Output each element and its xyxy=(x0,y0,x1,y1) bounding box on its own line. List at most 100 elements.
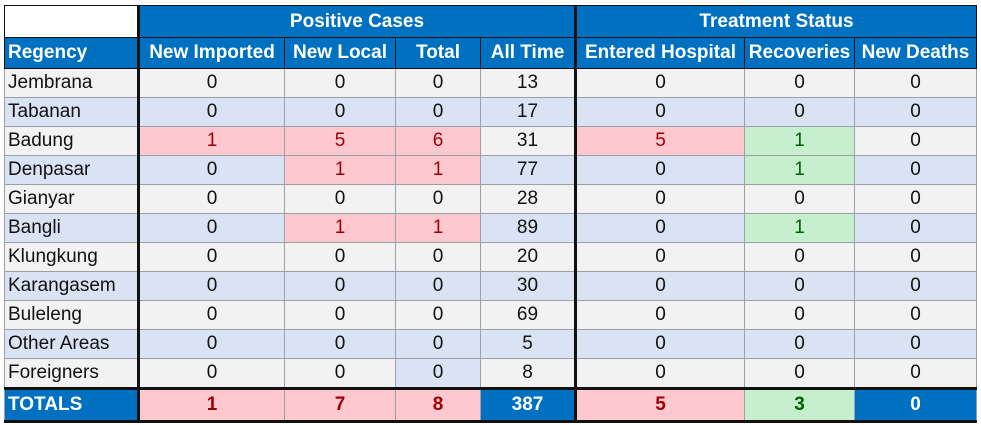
totals-label: TOTALS xyxy=(4,387,139,423)
recoveries-cell: 0 xyxy=(744,300,855,330)
recoveries-cell: 0 xyxy=(744,242,855,272)
all-time-cell: 8 xyxy=(480,358,576,389)
new-local-cell: 1 xyxy=(284,213,396,243)
new-imported-cell: 0 xyxy=(137,184,285,214)
new-imported-cell: 0 xyxy=(137,271,285,301)
new-local-cell: 5 xyxy=(284,126,396,156)
total-cell: 1 xyxy=(395,213,481,243)
group-header-treatment: Treatment Status xyxy=(574,5,977,38)
table-row: Klungkung 0 0 0 20 0 0 0 xyxy=(4,242,977,272)
all-time-cell: 28 xyxy=(480,184,576,214)
regency-cell: Foreigners xyxy=(4,358,139,389)
table-row: Karangasem 0 0 0 30 0 0 0 xyxy=(4,271,977,301)
new-deaths-cell: 0 xyxy=(854,68,977,98)
totals-row: TOTALS 1 7 8 387 5 3 0 xyxy=(4,387,977,423)
all-time-cell: 13 xyxy=(480,68,576,98)
all-time-cell: 5 xyxy=(480,329,576,359)
new-imported-cell: 0 xyxy=(137,300,285,330)
group-header-positive: Positive Cases xyxy=(137,5,576,38)
new-deaths-cell: 0 xyxy=(854,155,977,185)
col-header-total: Total xyxy=(395,37,481,69)
recoveries-cell: 0 xyxy=(744,358,855,389)
col-header-new-imported: New Imported xyxy=(137,37,285,69)
regency-cell: Buleleng xyxy=(4,300,139,330)
entered-hospital-cell: 0 xyxy=(574,242,745,272)
table-row: Buleleng 0 0 0 69 0 0 0 xyxy=(4,300,977,330)
table-row: Badung 1 5 6 31 5 1 0 xyxy=(4,126,977,156)
total-cell: 0 xyxy=(395,184,481,214)
covid-table-container: Positive Cases Treatment Status Regency … xyxy=(4,5,977,423)
new-local-cell: 0 xyxy=(284,68,396,98)
all-time-cell: 30 xyxy=(480,271,576,301)
entered-hospital-cell: 0 xyxy=(574,358,745,389)
regency-cell: Other Areas xyxy=(4,329,139,359)
new-local-cell: 0 xyxy=(284,329,396,359)
total-cell: 0 xyxy=(395,329,481,359)
new-deaths-cell: 0 xyxy=(854,300,977,330)
new-local-cell: 0 xyxy=(284,97,396,127)
header-blank-cell xyxy=(4,5,139,38)
regency-cell: Bangli xyxy=(4,213,139,243)
new-imported-cell: 0 xyxy=(137,213,285,243)
recoveries-cell: 1 xyxy=(744,126,855,156)
table-body: Jembrana 0 0 0 13 0 0 0 Tabanan 0 0 0 17… xyxy=(4,68,977,423)
totals-all-time: 387 xyxy=(480,387,576,423)
new-deaths-cell: 0 xyxy=(854,126,977,156)
col-header-entered-hospital: Entered Hospital xyxy=(574,37,745,69)
new-deaths-cell: 0 xyxy=(854,329,977,359)
new-local-cell: 0 xyxy=(284,271,396,301)
recoveries-cell: 0 xyxy=(744,184,855,214)
new-local-cell: 0 xyxy=(284,358,396,389)
entered-hospital-cell: 5 xyxy=(574,126,745,156)
all-time-cell: 17 xyxy=(480,97,576,127)
all-time-cell: 31 xyxy=(480,126,576,156)
table-row: Foreigners 0 0 0 8 0 0 0 xyxy=(4,358,977,389)
new-imported-cell: 0 xyxy=(137,329,285,359)
new-local-cell: 0 xyxy=(284,184,396,214)
entered-hospital-cell: 0 xyxy=(574,271,745,301)
recoveries-cell: 0 xyxy=(744,271,855,301)
new-deaths-cell: 0 xyxy=(854,358,977,389)
totals-total: 8 xyxy=(395,387,481,423)
totals-recoveries: 3 xyxy=(744,387,855,423)
new-imported-cell: 0 xyxy=(137,358,285,389)
new-imported-cell: 0 xyxy=(137,155,285,185)
new-deaths-cell: 0 xyxy=(854,271,977,301)
regency-cell: Jembrana xyxy=(4,68,139,98)
entered-hospital-cell: 0 xyxy=(574,329,745,359)
recoveries-cell: 1 xyxy=(744,213,855,243)
recoveries-cell: 0 xyxy=(744,97,855,127)
entered-hospital-cell: 0 xyxy=(574,155,745,185)
recoveries-cell: 1 xyxy=(744,155,855,185)
entered-hospital-cell: 0 xyxy=(574,184,745,214)
table-row: Tabanan 0 0 0 17 0 0 0 xyxy=(4,97,977,127)
table-row: Other Areas 0 0 0 5 0 0 0 xyxy=(4,329,977,359)
all-time-cell: 89 xyxy=(480,213,576,243)
recoveries-cell: 0 xyxy=(744,329,855,359)
col-header-regency: Regency xyxy=(4,37,139,69)
regency-cell: Karangasem xyxy=(4,271,139,301)
covid-table: Positive Cases Treatment Status Regency … xyxy=(4,5,977,423)
new-imported-cell: 1 xyxy=(137,126,285,156)
total-cell: 0 xyxy=(395,271,481,301)
entered-hospital-cell: 0 xyxy=(574,300,745,330)
entered-hospital-cell: 0 xyxy=(574,213,745,243)
total-cell: 0 xyxy=(395,300,481,330)
new-local-cell: 0 xyxy=(284,300,396,330)
new-imported-cell: 0 xyxy=(137,97,285,127)
all-time-cell: 20 xyxy=(480,242,576,272)
col-header-recoveries: Recoveries xyxy=(744,37,855,69)
totals-new-local: 7 xyxy=(284,387,396,423)
regency-cell: Tabanan xyxy=(4,97,139,127)
totals-new-deaths: 0 xyxy=(854,387,977,423)
table-row: Bangli 0 1 1 89 0 1 0 xyxy=(4,213,977,243)
all-time-cell: 69 xyxy=(480,300,576,330)
regency-cell: Gianyar xyxy=(4,184,139,214)
total-cell: 1 xyxy=(395,155,481,185)
new-deaths-cell: 0 xyxy=(854,242,977,272)
table-row: Jembrana 0 0 0 13 0 0 0 xyxy=(4,68,977,98)
new-deaths-cell: 0 xyxy=(854,184,977,214)
table-row: Denpasar 0 1 1 77 0 1 0 xyxy=(4,155,977,185)
all-time-cell: 77 xyxy=(480,155,576,185)
new-local-cell: 0 xyxy=(284,242,396,272)
